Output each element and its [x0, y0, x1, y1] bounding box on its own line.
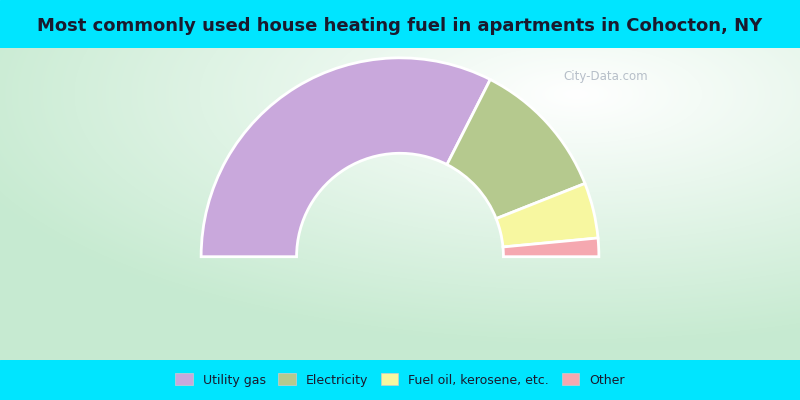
Wedge shape	[496, 184, 598, 247]
Text: Most commonly used house heating fuel in apartments in Cohocton, NY: Most commonly used house heating fuel in…	[38, 17, 762, 35]
Wedge shape	[447, 80, 585, 219]
Wedge shape	[503, 238, 599, 257]
Wedge shape	[201, 58, 490, 257]
Text: City-Data.com: City-Data.com	[563, 70, 648, 83]
Legend: Utility gas, Electricity, Fuel oil, kerosene, etc., Other: Utility gas, Electricity, Fuel oil, kero…	[170, 368, 630, 392]
